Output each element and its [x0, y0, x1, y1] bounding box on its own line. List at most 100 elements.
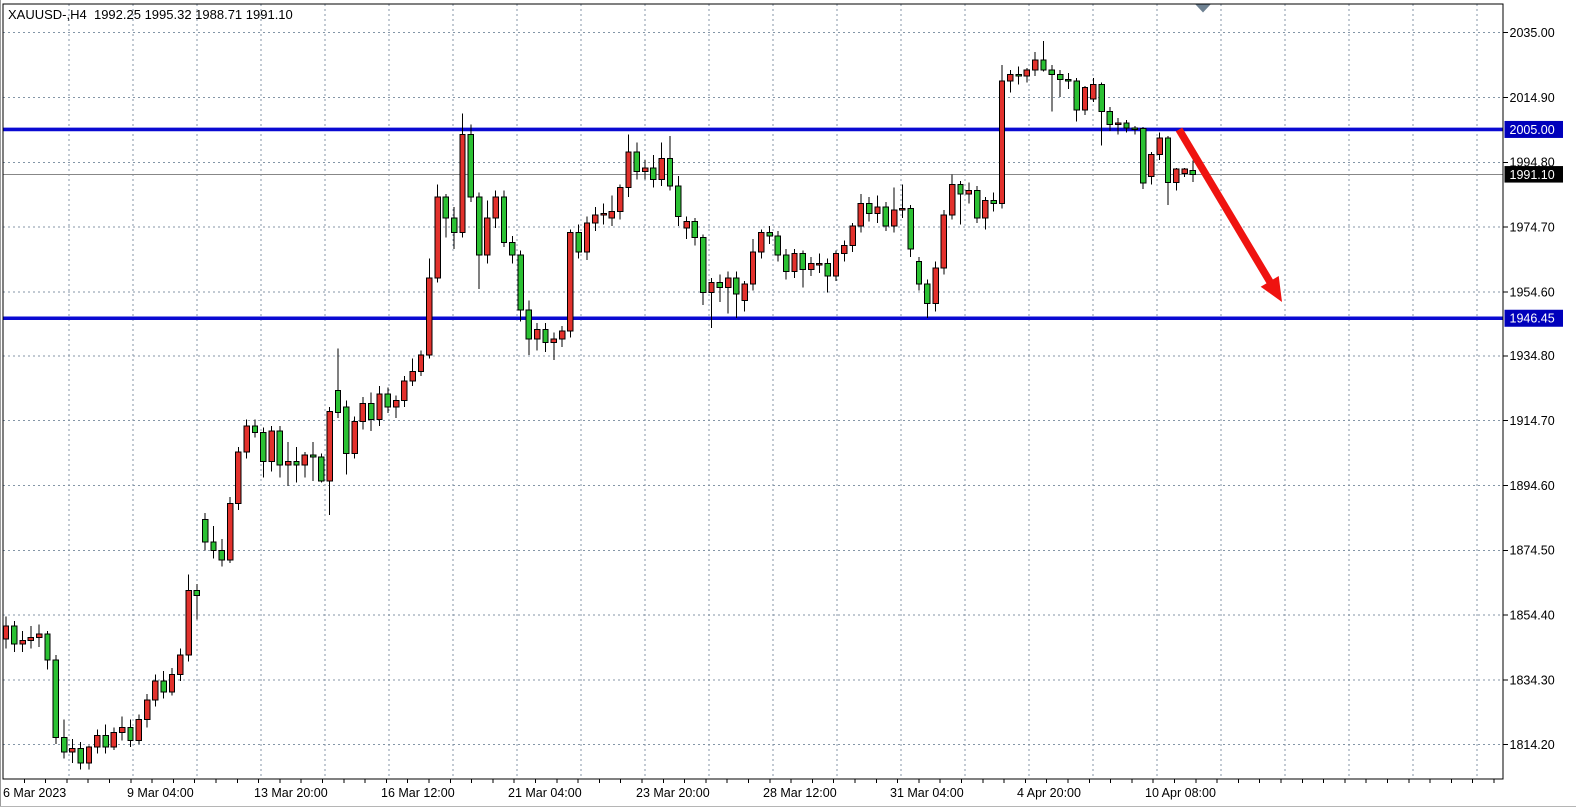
candle-body	[1131, 127, 1138, 130]
candle-body	[641, 167, 649, 172]
y-axis-label: 1814.20	[1510, 738, 1555, 752]
y-axis-label: 1914.70	[1510, 414, 1555, 428]
candle-body	[1040, 59, 1047, 71]
x-axis-label: 16 Mar 12:00	[381, 786, 455, 800]
candle-body	[1181, 168, 1188, 174]
candle-body	[924, 283, 931, 305]
y-axis[interactable]: 2035.002014.901994.801974.701954.601934.…	[1503, 26, 1563, 752]
candle-body	[749, 251, 757, 285]
candle-body	[359, 403, 367, 422]
candle-body	[251, 425, 259, 434]
candle-body	[193, 590, 201, 596]
candle-body	[791, 253, 798, 272]
candle-body	[650, 167, 657, 180]
candle-body	[202, 519, 209, 543]
candle-body	[525, 309, 533, 340]
candle-body	[268, 430, 275, 463]
candle-body	[915, 261, 923, 285]
candle-body	[1189, 170, 1197, 175]
arrow-shaft[interactable]	[1175, 127, 1274, 286]
candle-body	[558, 330, 566, 340]
candle-body	[874, 206, 881, 214]
x-axis-label: 4 Apr 20:00	[1017, 786, 1081, 800]
candle-body	[318, 456, 325, 482]
candle-body	[276, 430, 284, 466]
candle-body	[683, 220, 690, 229]
candle-body	[982, 199, 989, 219]
price-levels[interactable]	[3, 127, 1503, 321]
candle-body	[1065, 78, 1072, 82]
x-axis[interactable]: 6 Mar 2023 9 Mar 04:00 13 Mar 20:00 16 Mar …	[3, 779, 1495, 800]
candle-body	[384, 393, 392, 408]
candle-body	[509, 241, 516, 256]
trend-arrow[interactable]	[1175, 127, 1282, 303]
candle-body	[691, 220, 699, 238]
arrow-head[interactable]	[1260, 276, 1282, 302]
x-axis-label: 31 Mar 04:00	[890, 786, 964, 800]
chart-title-ohlc: XAUUSD-,H4 1992.25 1995.32 1988.71 1991.…	[8, 7, 293, 22]
candle-body	[1081, 87, 1089, 111]
x-axis-label: 28 Mar 12:00	[763, 786, 837, 800]
candle-body	[135, 719, 143, 742]
candle-body	[110, 731, 118, 748]
candle-body	[866, 203, 873, 214]
candle-body	[1015, 74, 1022, 77]
candle-body	[890, 209, 898, 227]
chart-border	[2, 3, 1504, 780]
candle-body	[226, 503, 234, 561]
candle-body	[758, 232, 765, 253]
candle-body	[633, 151, 640, 172]
candle-body	[1148, 154, 1155, 178]
candle-body	[783, 254, 790, 272]
candle-body	[1023, 69, 1031, 77]
candle-body	[940, 214, 948, 269]
candle-body	[451, 217, 458, 234]
y-axis-label: 1974.70	[1510, 221, 1555, 235]
candle-body	[1073, 80, 1080, 111]
candle-body	[235, 451, 242, 505]
y-axis-label: 2035.00	[1510, 26, 1555, 40]
candle-body	[816, 262, 823, 266]
candle-body	[882, 206, 889, 227]
candle-body	[1032, 59, 1039, 71]
y-axis-label: 1894.60	[1510, 479, 1555, 493]
candle-body	[168, 673, 176, 693]
candle-body	[368, 403, 375, 421]
candle-body	[2, 625, 10, 640]
candle-body	[990, 199, 997, 205]
candle-body	[475, 196, 483, 256]
candle-body	[77, 748, 84, 764]
candle-body	[52, 659, 59, 738]
candle-body	[625, 151, 632, 188]
candle-body	[409, 370, 416, 382]
x-axis-label: 21 Mar 04:00	[508, 786, 582, 800]
candle-body	[857, 203, 865, 227]
candle-body	[534, 328, 541, 340]
candle-body	[143, 699, 151, 721]
candle-body	[210, 541, 217, 551]
candle-body	[617, 186, 624, 213]
candle-body	[658, 157, 665, 180]
scroll-anchor-icon[interactable]	[1195, 4, 1211, 13]
candle-body	[243, 425, 250, 453]
candle-body	[260, 432, 267, 463]
candle-body	[517, 254, 524, 311]
candle-body	[1048, 69, 1055, 76]
candle-body	[1007, 74, 1014, 82]
candle-body	[965, 190, 972, 195]
bid-price-box	[1504, 166, 1563, 183]
candle-body	[550, 338, 557, 343]
bid-price-box-label: 1991.10	[1510, 168, 1555, 182]
y-axis-label: 1854.40	[1510, 608, 1555, 622]
candle-body	[841, 245, 848, 255]
candle-body	[666, 157, 674, 187]
candle-body	[1056, 74, 1064, 80]
candles-series	[2, 40, 1197, 770]
candle-body	[575, 232, 582, 253]
candle-body	[442, 196, 450, 219]
candle-body	[293, 461, 300, 466]
candle-body	[177, 654, 184, 675]
candle-body	[799, 253, 806, 271]
